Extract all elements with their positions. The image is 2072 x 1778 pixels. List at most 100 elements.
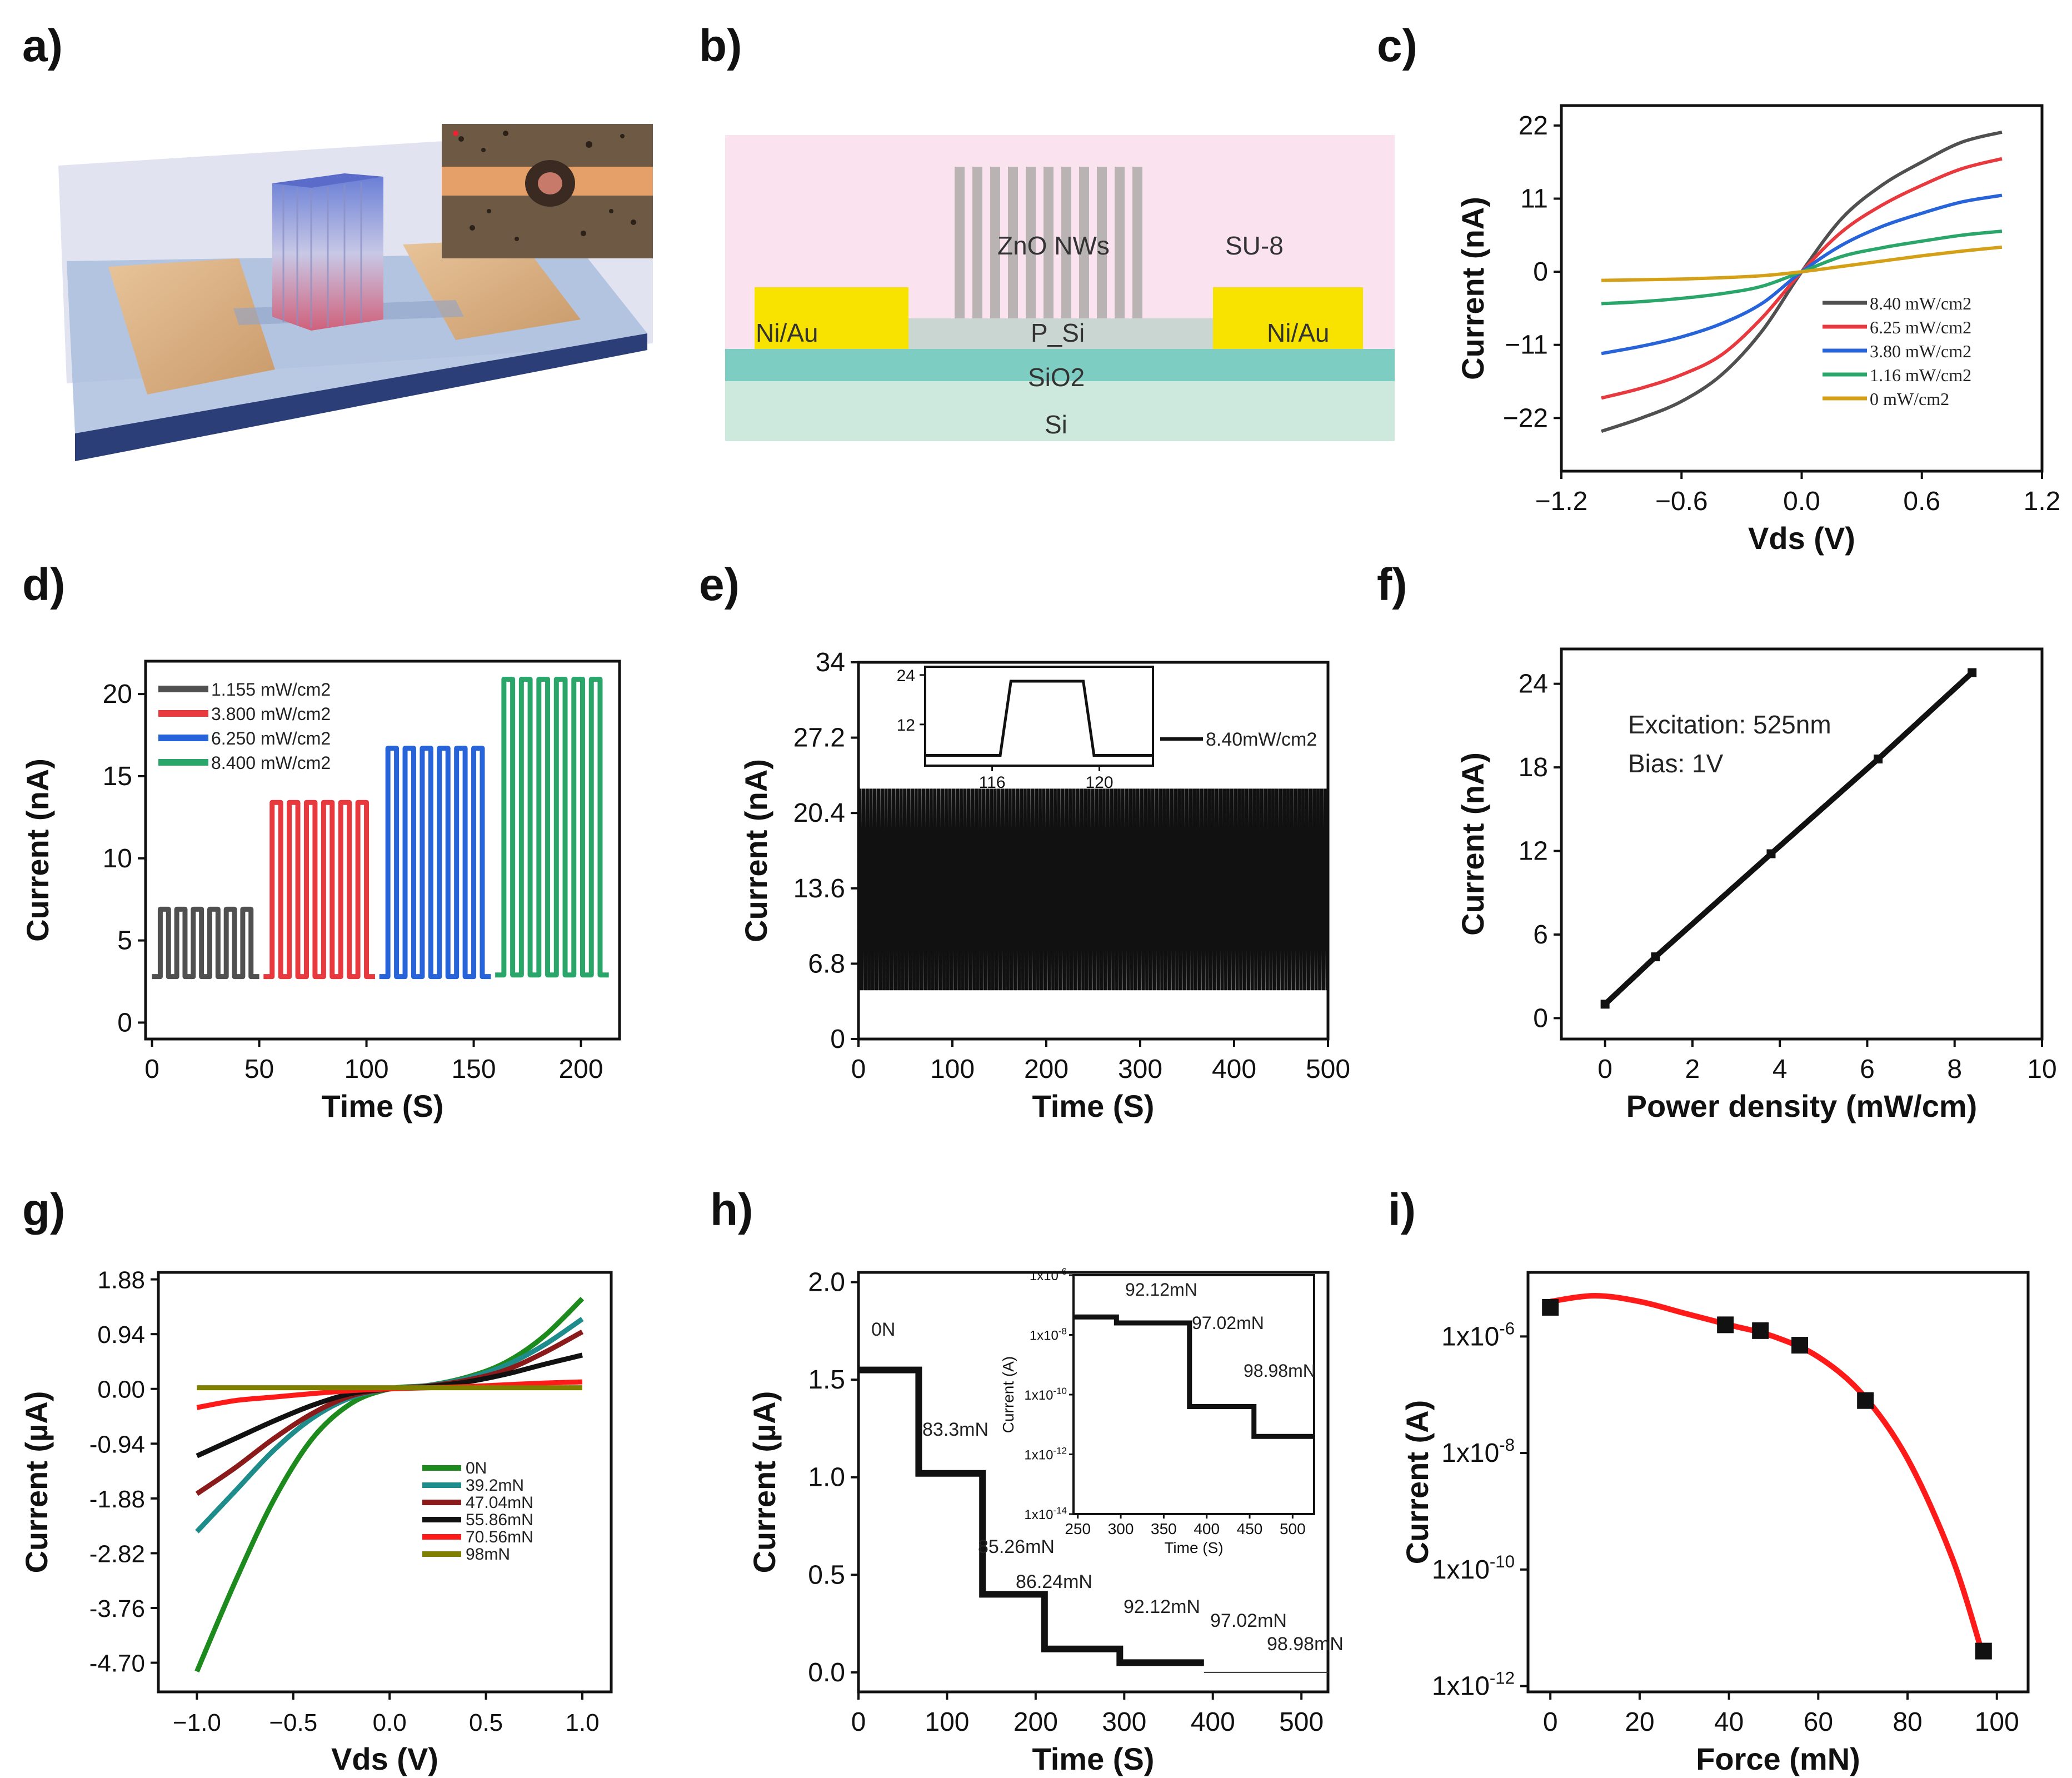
data-point (1651, 952, 1660, 962)
inset-y-tick-label: 1x10-6 (1030, 1266, 1067, 1283)
annotation-bias: Bias: 1V (1628, 749, 1724, 778)
x-tick-label: 8 (1947, 1055, 1962, 1084)
inset-y-tick-label: 1x10-14 (1024, 1505, 1067, 1522)
y-tick-label: 15 (103, 762, 132, 791)
y-tick-label: -3.76 (89, 1595, 145, 1622)
legend-label: 1.155 mW/cm2 (211, 680, 331, 700)
niau-pad-right (1213, 287, 1363, 349)
annotation-97.02mN: 97.02mN (1210, 1610, 1287, 1631)
label-su8: SU-8 (1225, 231, 1284, 260)
y-tick-label: -1.88 (89, 1486, 145, 1513)
y-tick-label: 1x10-10 (1432, 1552, 1515, 1585)
data-point (1874, 755, 1883, 764)
label-zno-nws: ZnO NWs (997, 231, 1110, 260)
substrate-front (75, 333, 647, 461)
device-illustration (58, 124, 653, 461)
annotation-98.98mN: 98.98mN (1267, 1634, 1344, 1655)
x-tick-label: 1.0 (565, 1709, 599, 1736)
inset-x-tick-label: 250 (1065, 1520, 1091, 1537)
y-tick-label: -2.82 (89, 1540, 145, 1567)
y-tick-label: -4.70 (89, 1650, 145, 1677)
plot-frame (157, 1271, 613, 1694)
y-axis-label: Current (µA) (747, 1391, 782, 1574)
x-tick-label: 0.5 (469, 1709, 503, 1736)
plot-frame (1560, 104, 2044, 473)
panel-letter-b: b) (699, 21, 742, 71)
y-tick-label: 24 (1519, 670, 1548, 699)
x-tick-label: 150 (451, 1055, 496, 1084)
x-tick-label: 0 (1543, 1707, 1558, 1737)
inset-annotation-98.98mN: 98.98mN (1244, 1361, 1316, 1381)
x-tick-label: 1.2 (2024, 487, 2061, 516)
inset-y-tick-label: 24 (897, 667, 915, 685)
label-si: Si (1045, 410, 1067, 439)
cross-section-schematic: ZnO NWs SU-8 Ni/Au Ni/Au P_Si SiO2 Si (725, 135, 1395, 441)
data-point (1968, 668, 1977, 677)
inset-y-tick-label: 1x10-10 (1024, 1386, 1067, 1403)
label-niau-right: Ni/Au (1267, 318, 1329, 347)
annotation-excitation: Excitation: 525nm (1628, 710, 1831, 739)
x-tick-label: 40 (1714, 1707, 1744, 1737)
x-axis-label: Time (S) (322, 1088, 444, 1123)
y-tick-label: 1x10-6 (1441, 1318, 1515, 1351)
x-tick-label: 50 (244, 1055, 274, 1084)
inset-x-axis-label: Time (S) (1164, 1539, 1223, 1556)
inset-x-tick-label: 500 (1280, 1520, 1306, 1537)
y-tick-label: 10 (103, 844, 132, 873)
x-tick-label: 2 (1685, 1055, 1700, 1084)
panel-letter-c: c) (1377, 21, 1417, 71)
y-tick-label: 5 (117, 926, 132, 956)
y-tick-label: 11 (1520, 184, 1548, 213)
x-tick-label: 500 (1306, 1055, 1350, 1084)
y-tick-label: 27.2 (793, 723, 845, 753)
data-point (1752, 1322, 1769, 1339)
y-tick-label: 1.88 (97, 1267, 145, 1294)
y-tick-label: 2.0 (808, 1268, 845, 1297)
x-tick-label: 0.6 (1903, 487, 1940, 516)
legend-label: 0 mW/cm2 (1870, 389, 1949, 409)
y-tick-label: 0 (830, 1025, 845, 1054)
series-pulses-6.250 mW/cm2 (379, 746, 491, 980)
x-tick-label: 0.0 (1783, 487, 1820, 516)
x-tick-label: 100 (1975, 1707, 2019, 1737)
legend-label: 6.25 mW/cm2 (1870, 317, 1971, 337)
series-line-1.16 mW/cm2 (1601, 229, 2003, 306)
x-tick-label: 100 (344, 1055, 389, 1084)
inset-x-tick-label: 116 (979, 773, 1006, 792)
plot-frame (1560, 647, 2044, 1041)
data-point (1975, 1642, 1992, 1660)
y-tick-label: 6.8 (808, 949, 845, 978)
annotation-86.24mN: 86.24mN (1016, 1571, 1092, 1592)
inset-annotation-97.02mN: 97.02mN (1192, 1313, 1264, 1333)
x-tick-label: 60 (1804, 1707, 1833, 1737)
x-tick-label: 6 (1860, 1055, 1875, 1084)
inset-x-tick-label: 350 (1151, 1520, 1177, 1537)
panel-letter-e: e) (699, 560, 740, 610)
series-step-trace (858, 1366, 1204, 1666)
data-point (1766, 849, 1776, 858)
chart-d-time-response: 0 50 100 150 200 0 5 10 15 20 Time (S) Current (nA)… (20, 660, 621, 1123)
y-tick-label: 20 (103, 680, 132, 709)
y-tick-label: -0.94 (89, 1431, 145, 1458)
chart-e-cycling: 0 100 200 300 400 500 0 6.8 13.6 20.4 27.2 34 Time (… (738, 648, 1350, 1123)
niau-pad-left (755, 287, 908, 349)
sio2-layer (725, 349, 1395, 381)
y-axis-label: Current (nA) (20, 758, 55, 942)
series-cycling-trace (857, 788, 1328, 991)
panel-letter-d: d) (22, 560, 65, 610)
chart-h-force-steps: 0 100 200 300 400 500 0.0 0.5 1.0 1.5 2.0 Time (S) C… (747, 1266, 1344, 1776)
x-axis-label: Vds (V) (1748, 521, 1855, 556)
x-tick-label: 0 (851, 1055, 866, 1084)
x-tick-label: 0 (851, 1707, 866, 1737)
annotation-92.12mN: 92.12mN (1124, 1596, 1200, 1617)
chart-i-force-current: 0 20 40 60 80 100 1x10-6 1x10-8 1x10-10 1x10-12 Fo… (1400, 1271, 2030, 1776)
legend-label: 55.86mN (466, 1511, 533, 1529)
y-tick-label: 0 (117, 1008, 132, 1037)
x-tick-label: 0 (1597, 1055, 1612, 1084)
inset-annotation-92.12mN: 92.12mN (1125, 1280, 1197, 1300)
legend-label: 98mN (466, 1545, 510, 1564)
series-line-0 mW/cm2 (1601, 245, 2003, 282)
label-niau-left: Ni/Au (756, 318, 818, 347)
